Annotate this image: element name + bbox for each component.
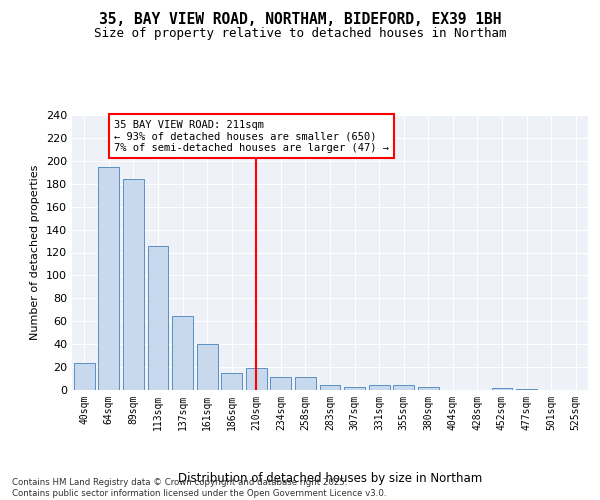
Bar	[516, 389, 537, 390]
Text: Size of property relative to detached houses in Northam: Size of property relative to detached ho…	[94, 28, 506, 40]
Bar	[368, 386, 389, 390]
Bar	[74, 362, 95, 390]
Bar	[491, 388, 512, 390]
Text: 35 BAY VIEW ROAD: 211sqm
← 93% of detached houses are smaller (650)
7% of semi-d: 35 BAY VIEW ROAD: 211sqm ← 93% of detach…	[114, 120, 389, 153]
Bar	[246, 368, 267, 390]
Bar	[98, 166, 119, 390]
Bar	[221, 373, 242, 390]
Y-axis label: Number of detached properties: Number of detached properties	[31, 165, 40, 340]
Bar	[344, 386, 365, 390]
Text: Contains HM Land Registry data © Crown copyright and database right 2025.
Contai: Contains HM Land Registry data © Crown c…	[12, 478, 386, 498]
Bar	[393, 386, 414, 390]
Bar	[320, 386, 340, 390]
Bar	[172, 316, 193, 390]
Bar	[271, 378, 292, 390]
Bar	[148, 246, 169, 390]
Bar	[197, 344, 218, 390]
X-axis label: Distribution of detached houses by size in Northam: Distribution of detached houses by size …	[178, 472, 482, 485]
Text: 35, BAY VIEW ROAD, NORTHAM, BIDEFORD, EX39 1BH: 35, BAY VIEW ROAD, NORTHAM, BIDEFORD, EX…	[99, 12, 501, 28]
Bar	[418, 386, 439, 390]
Bar	[295, 378, 316, 390]
Bar	[123, 179, 144, 390]
